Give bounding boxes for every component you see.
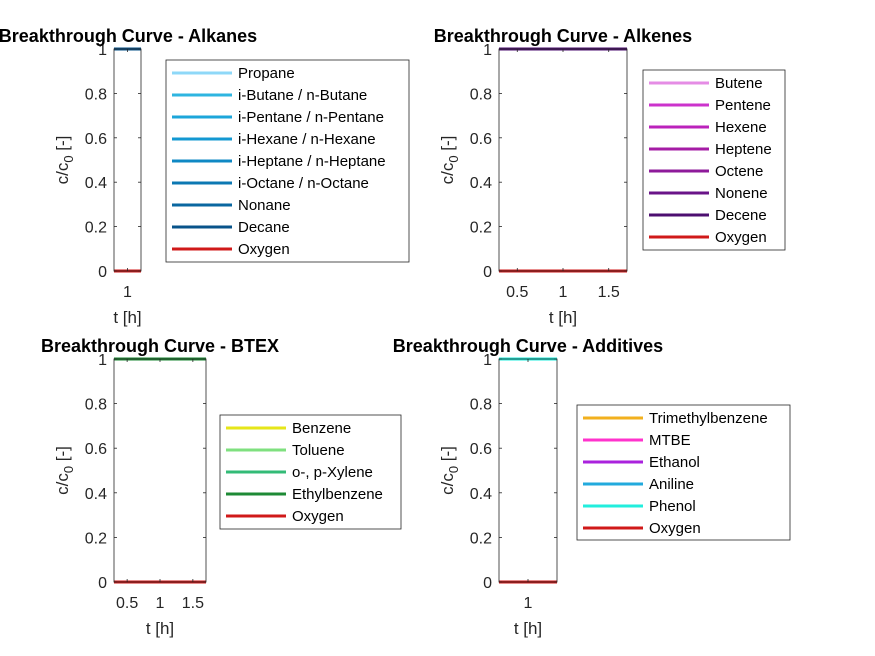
legend: Trimethylbenzene MTBE Ethanol Aniline Phenol…: [576, 404, 791, 541]
y-tick-label: 0.2: [85, 530, 107, 547]
legend-entry-label: Ethanol: [649, 454, 700, 471]
legend-entry-label: Nonene: [715, 185, 768, 202]
y-tick-label: 0: [483, 575, 492, 592]
legend-entry-label: Ethylbenzene: [292, 486, 383, 503]
y-tick-label: 0: [483, 264, 492, 281]
legend-entry-label: Trimethylbenzene: [649, 410, 768, 427]
legend-entry-label: Oxygen: [238, 241, 290, 258]
legend-entry-label: Oxygen: [649, 520, 701, 537]
subplot-1: 0 0.2 0.4 0.6 0.8 1 1 t [h] c/c0 [-] Breakthrough…: [0, 26, 410, 327]
legend: Benzene Toluene o-, p-Xylene Ethylbenzene Ox…: [219, 414, 402, 530]
legend-entry-label: Heptene: [715, 141, 772, 158]
legend-entry-label: Butene: [715, 75, 763, 92]
legend-entry-label: Decane: [238, 219, 290, 236]
x-tick-label: 1.5: [182, 595, 204, 612]
legend-entry-label: Nonane: [238, 197, 291, 214]
plot-area: [114, 359, 206, 582]
legend-entry-label: Octene: [715, 163, 763, 180]
x-tick-label: 1.5: [598, 284, 620, 301]
legend-entry-label: i-Hexane / n-Hexane: [238, 131, 376, 148]
y-tick-label: 1: [98, 42, 107, 59]
y-axis-label: c/c0 [-]: [53, 446, 76, 495]
legend-entry-label: Decene: [715, 207, 767, 224]
plot-area: [499, 359, 557, 582]
legend-entry-label: Pentene: [715, 97, 771, 114]
x-axis-label: t [h]: [146, 619, 174, 638]
x-tick-label: 1: [123, 284, 132, 301]
legend-entry-label: i-Butane / n-Butane: [238, 87, 367, 104]
x-tick-label: 1: [156, 595, 165, 612]
y-axis-label: c/c0 [-]: [438, 136, 461, 185]
x-axis-label: t [h]: [113, 308, 141, 327]
legend-box: [576, 404, 791, 541]
y-tick-label: 0.6: [470, 441, 492, 458]
y-axis-label: c/c0 [-]: [438, 446, 461, 495]
x-tick-label: 0.5: [506, 284, 528, 301]
y-tick-label: 0.6: [85, 131, 107, 148]
y-tick-label: 1: [98, 352, 107, 369]
x-axis-label: t [h]: [549, 308, 577, 327]
legend-entry-label: Oxygen: [715, 229, 767, 246]
legend: Propane i-Butane / n-Butane i-Pentane / n-…: [165, 59, 410, 263]
y-tick-label: 0.8: [85, 397, 107, 414]
legend-entry-label: i-Octane / n-Octane: [238, 175, 369, 192]
subplot-3: 0 0.2 0.4 0.6 0.8 1 0.5 1 1.5 t [h] c/c0 [-] Breakt…: [41, 336, 402, 638]
legend-entry-label: Propane: [238, 65, 295, 82]
legend-entry-label: Oxygen: [292, 508, 344, 525]
legend: Butene Pentene Hexene Heptene Octene Nonene De…: [642, 69, 786, 251]
x-axis-label: t [h]: [514, 619, 542, 638]
y-tick-label: 0.2: [85, 220, 107, 237]
y-tick-label: 0: [98, 264, 107, 281]
legend-entry-label: Aniline: [649, 476, 694, 493]
y-tick-label: 0.4: [470, 486, 492, 503]
y-tick-label: 0.4: [85, 175, 107, 192]
x-tick-label: 0.5: [116, 595, 138, 612]
legend-entry-label: o-, p-Xylene: [292, 464, 373, 481]
chart-title: Breakthrough Curve - Additives: [393, 336, 663, 356]
plot-area: [114, 49, 141, 271]
y-tick-label: 0.8: [85, 86, 107, 103]
y-tick-label: 1: [483, 352, 492, 369]
legend-entry-label: Toluene: [292, 442, 345, 459]
legend-entry-label: Benzene: [292, 420, 351, 437]
legend-box: [642, 69, 786, 251]
y-tick-label: 0.8: [470, 86, 492, 103]
legend-entry-label: MTBE: [649, 432, 691, 449]
legend-entry-label: Phenol: [649, 498, 696, 515]
plot-area: [499, 49, 627, 271]
y-tick-label: 1: [483, 42, 492, 59]
y-tick-label: 0.8: [470, 397, 492, 414]
legend-entry-label: i-Heptane / n-Heptane: [238, 153, 386, 170]
y-axis-label: c/c0 [-]: [53, 136, 76, 185]
x-tick-label: 1: [524, 595, 533, 612]
chart-title: Breakthrough Curve - Alkanes: [0, 26, 257, 46]
y-tick-label: 0.6: [470, 131, 492, 148]
subplot-4: 0 0.2 0.4 0.6 0.8 1 1 t [h] c/c0 [-] Breakthrough…: [393, 336, 791, 638]
y-tick-label: 0.2: [470, 530, 492, 547]
chart-title: Breakthrough Curve - Alkenes: [434, 26, 692, 46]
legend-entry-label: i-Pentane / n-Pentane: [238, 109, 384, 126]
y-tick-label: 0.2: [470, 220, 492, 237]
chart-title: Breakthrough Curve - BTEX: [41, 336, 279, 356]
legend-entry-label: Hexene: [715, 119, 767, 136]
y-tick-label: 0.6: [85, 441, 107, 458]
y-tick-label: 0.4: [85, 486, 107, 503]
y-tick-label: 0.4: [470, 175, 492, 192]
y-tick-label: 0: [98, 575, 107, 592]
subplot-2: 0 0.2 0.4 0.6 0.8 1 0.5 1 1.5 t [h] c/c0 [-] Breakt…: [434, 26, 786, 327]
x-tick-label: 1: [559, 284, 568, 301]
